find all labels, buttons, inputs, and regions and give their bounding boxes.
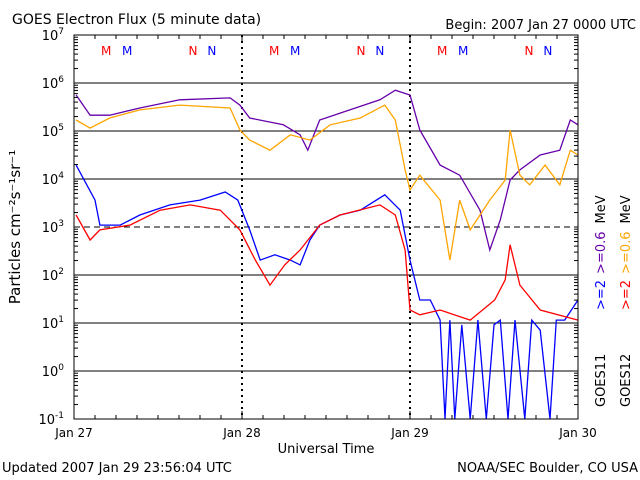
event-marker: M	[458, 44, 468, 58]
chart-title: GOES Electron Flux (5 minute data)	[12, 12, 261, 28]
y-tick-base: 10	[42, 77, 59, 92]
x-tick-label: Jan 30	[558, 426, 597, 440]
series-line	[75, 104, 579, 261]
y-tick-exponent: 6	[58, 75, 64, 85]
y-tick-base: 10	[42, 365, 59, 380]
x-tick-label: Jan 29	[390, 426, 429, 440]
series-line	[75, 164, 579, 420]
event-marker: N	[525, 44, 534, 58]
x-tick-label: Jan 27	[54, 426, 93, 440]
y-tick-label: 10-1	[38, 411, 64, 428]
event-marker: N	[207, 44, 216, 58]
y-tick-base: 10	[42, 125, 59, 140]
x-tick-label: Jan 28	[222, 426, 261, 440]
legend-entry-text: >=2 >=0.6 MeV	[594, 195, 609, 310]
event-marker: M	[437, 44, 447, 58]
event-marker: N	[357, 44, 366, 58]
credit-label: NOAA/SEC Boulder, CO USA	[457, 461, 638, 476]
updated-label: Updated 2007 Jan 29 23:56:04 UTC	[2, 461, 232, 476]
y-tick-label: 105	[42, 123, 64, 140]
y-tick-label: 107	[42, 27, 64, 44]
legend: GOES11 >=2 >=0.6 MeV GOES12 >=2 >=0.6 MeV	[594, 195, 634, 407]
legend-unit: MeV	[594, 195, 609, 223]
legend-entry: >=0.6	[619, 231, 634, 273]
y-tick-label: 102	[42, 267, 64, 284]
y-axis-label: Particles cm⁻²s⁻¹sr⁻¹	[6, 150, 24, 304]
event-marker: M	[122, 44, 132, 58]
legend-column-goes12: GOES12 >=2 >=0.6 MeV	[619, 195, 634, 407]
legend-entry-text: >=2 >=0.6 MeV	[619, 195, 634, 310]
y-tick-exponent: 1	[58, 315, 64, 325]
legend-unit: MeV	[619, 195, 634, 223]
y-tick-exponent: 7	[58, 27, 64, 37]
event-marker: M	[290, 44, 300, 58]
y-tick-label: 100	[42, 363, 65, 380]
y-tick-base: 10	[42, 29, 59, 44]
event-marker: N	[189, 44, 198, 58]
legend-entry: >=0.6	[594, 231, 609, 273]
x-axis-label: Universal Time	[278, 442, 375, 457]
event-marker: N	[375, 44, 384, 58]
y-tick-base: 10	[42, 173, 59, 188]
series-group	[75, 89, 579, 420]
legend-satellite: GOES11	[594, 354, 609, 407]
y-tick-exponent: -1	[55, 411, 64, 421]
series-line	[75, 204, 579, 321]
event-marker: M	[101, 44, 111, 58]
event-marker: N	[543, 44, 552, 58]
y-tick-exponent: 5	[58, 123, 64, 133]
y-tick-label: 106	[42, 75, 65, 92]
y-tick-exponent: 3	[58, 219, 64, 229]
y-tick-label: 103	[42, 219, 64, 236]
y-tick-base: 10	[38, 413, 55, 428]
legend-entry: >=2	[594, 280, 609, 310]
y-tick-exponent: 2	[58, 267, 64, 277]
grid	[74, 35, 578, 419]
legend-column-goes11: GOES11 >=2 >=0.6 MeV	[594, 195, 609, 407]
legend-entry: >=2	[619, 280, 634, 310]
event-marker: M	[269, 44, 279, 58]
begin-label: Begin: 2007 Jan 27 0000 UTC	[445, 18, 636, 33]
y-tick-base: 10	[42, 221, 59, 236]
y-tick-exponent: 4	[58, 171, 64, 181]
x-tick-labels: Jan 27 Jan 28 Jan 29 Jan 30	[54, 426, 597, 440]
y-tick-exponent: 0	[58, 363, 64, 373]
y-tick-base: 10	[42, 317, 59, 332]
y-tick-label: 104	[42, 171, 65, 188]
series-line	[75, 89, 579, 253]
y-tick-base: 10	[42, 269, 59, 284]
legend-satellite: GOES12	[619, 354, 634, 407]
y-tick-label: 101	[42, 315, 64, 332]
axis-ticks	[73, 35, 579, 419]
